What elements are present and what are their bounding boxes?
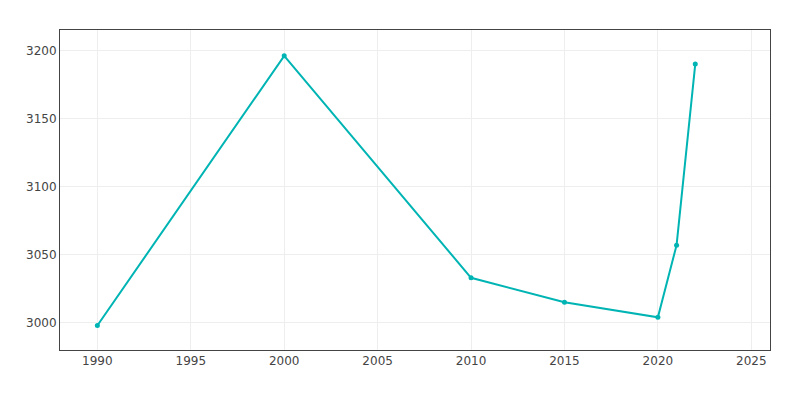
svg-text:3000: 3000 xyxy=(26,316,57,330)
svg-text:2000: 2000 xyxy=(269,354,300,368)
svg-text:2005: 2005 xyxy=(362,354,393,368)
svg-text:3200: 3200 xyxy=(26,44,57,58)
svg-text:3150: 3150 xyxy=(26,112,57,126)
svg-text:1995: 1995 xyxy=(176,354,207,368)
svg-text:2015: 2015 xyxy=(549,354,580,368)
svg-text:2020: 2020 xyxy=(643,354,674,368)
svg-text:1990: 1990 xyxy=(82,354,113,368)
svg-text:2010: 2010 xyxy=(456,354,487,368)
svg-text:3100: 3100 xyxy=(26,180,57,194)
svg-text:2025: 2025 xyxy=(736,354,767,368)
svg-text:3050: 3050 xyxy=(26,248,57,262)
